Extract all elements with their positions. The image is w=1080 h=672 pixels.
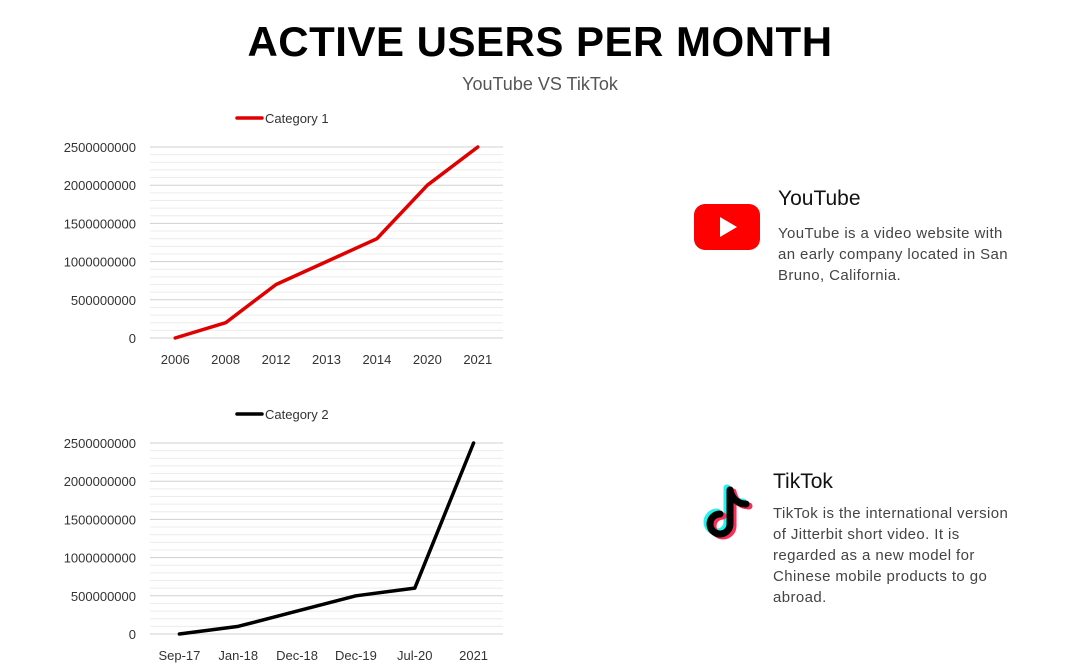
x-tick-label: Jul-20	[397, 648, 432, 663]
x-tick-label: Jan-18	[218, 648, 258, 663]
y-tick-label: 1500000000	[64, 216, 136, 231]
x-tick-label: 2021	[463, 352, 492, 367]
y-tick-label: 1000000000	[64, 551, 136, 566]
data-line	[173, 145, 480, 340]
x-tick-label: 2012	[262, 352, 291, 367]
y-tick-label: 0	[129, 331, 136, 346]
y-tick-label: 1500000000	[64, 512, 136, 527]
youtube-chart: 0 500000000 1000000000 1500000000 2000000000…	[64, 111, 503, 367]
youtube-logo-icon	[694, 204, 760, 255]
legend-label: Category 1	[265, 111, 329, 126]
y-tick-label: 2000000000	[64, 474, 136, 489]
y-tick-label: 500000000	[71, 293, 136, 308]
page-subtitle: YouTube VS TikTok	[462, 74, 618, 94]
x-tick-label: Dec-18	[276, 648, 318, 663]
tiktok-logo-icon	[700, 484, 760, 553]
youtube-name: YouTube	[778, 187, 861, 210]
y-tick-label: 500000000	[71, 589, 136, 604]
y-tick-label: 2000000000	[64, 178, 136, 193]
page-title: ACTIVE USERS PER MONTH	[247, 18, 833, 65]
y-tick-label: 1000000000	[64, 255, 136, 270]
y-tick-label: 2500000000	[64, 436, 136, 451]
x-tick-label: 2013	[312, 352, 341, 367]
x-tick-label: Dec-19	[335, 648, 377, 663]
data-line	[177, 441, 476, 636]
x-tick-label: 2020	[413, 352, 442, 367]
x-tick-label: Sep-17	[158, 648, 200, 663]
tiktok-chart: 0 500000000 1000000000 1500000000 2000000000…	[64, 407, 503, 663]
youtube-description: YouTube is a video website with an early…	[778, 225, 1009, 284]
y-tick-label: 0	[129, 627, 136, 642]
legend-label: Category 2	[265, 407, 329, 422]
tiktok-description: TikTok is the international version of J…	[773, 505, 1009, 606]
y-tick-label: 2500000000	[64, 140, 136, 155]
x-tick-label: 2006	[161, 352, 190, 367]
tiktok-name: TikTok	[773, 470, 833, 493]
x-tick-label: 2008	[211, 352, 240, 367]
x-tick-label: 2021	[459, 648, 488, 663]
x-tick-label: 2014	[362, 352, 391, 367]
